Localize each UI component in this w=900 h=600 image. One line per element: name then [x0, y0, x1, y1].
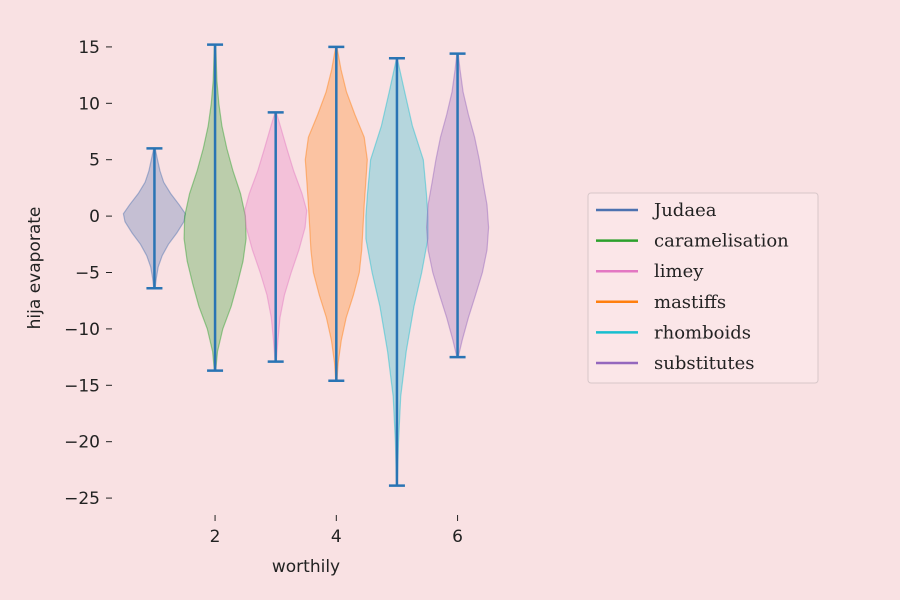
axes: 15 10 5 0 −5 −10 −15 −20 −25 2 4 6: [64, 38, 463, 547]
y-tick-label: −25: [64, 489, 100, 509]
y-tick-label: −20: [64, 433, 100, 453]
legend: Judaea caramelisation limey mastiffs rhomboi…: [587, 192, 819, 384]
x-tick-label: 6: [452, 527, 463, 547]
legend-label-1: Judaea: [652, 200, 717, 221]
y-tick-label: −5: [75, 264, 100, 284]
plot-area: [122, 43, 490, 487]
y-axis-label: hija evaporate: [25, 207, 45, 330]
y-tick-label: −10: [64, 320, 100, 340]
x-tick-label: 4: [331, 527, 342, 547]
y-tick-label: 15: [78, 38, 100, 58]
legend-label-6: substitutes: [654, 353, 755, 374]
y-tick-label: −15: [64, 376, 100, 396]
legend-label-2: caramelisation: [654, 231, 789, 252]
y-tick-label: 10: [78, 94, 100, 114]
y-tick-label: 5: [89, 151, 100, 171]
legend-box: [587, 192, 819, 384]
y-tick-label: 0: [89, 207, 100, 227]
legend-label-5: rhomboids: [654, 322, 751, 343]
x-tick-label: 2: [210, 527, 221, 547]
legend-label-3: limey: [654, 261, 704, 282]
x-axis-label: worthily: [272, 557, 340, 577]
legend-label-4: mastiffs: [654, 292, 726, 313]
